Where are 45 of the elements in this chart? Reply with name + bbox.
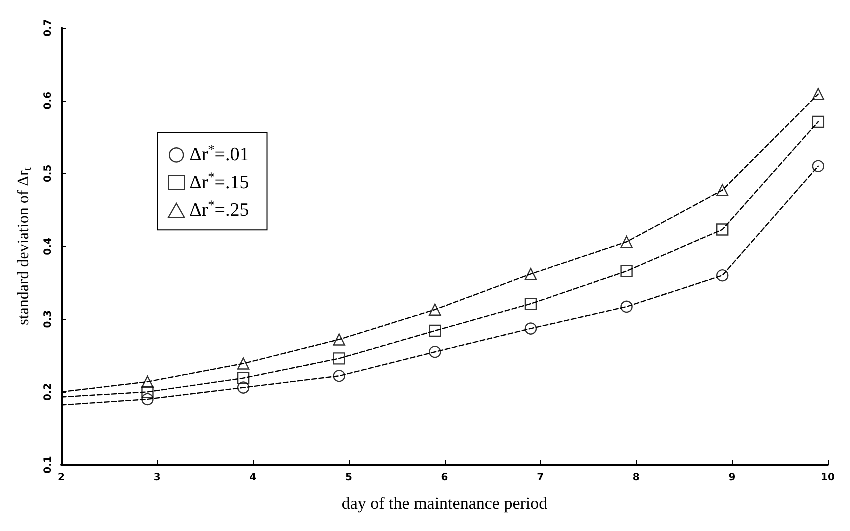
y-tick-label: 0.6 (43, 92, 54, 110)
point (237, 372, 250, 384)
y-tick-label: 0.1 (43, 456, 54, 474)
y-tick-label: 0.4 (43, 238, 54, 256)
point (716, 224, 729, 236)
point (429, 324, 442, 338)
point (524, 322, 538, 335)
x-tick-label: 9 (728, 472, 736, 484)
x-tick-label: 7 (537, 472, 544, 484)
point (524, 268, 538, 280)
y-tick-label: 0.5 (43, 164, 54, 183)
y-tick-label: 0.2 (43, 383, 54, 402)
point (716, 270, 729, 282)
x-tick-label: 2 (58, 472, 66, 484)
point (716, 184, 729, 197)
x-tick-label: 5 (345, 472, 352, 484)
x-tick-label: 6 (441, 472, 448, 484)
point (620, 236, 633, 248)
point (524, 298, 538, 310)
y-axis-title: standard deviation of Δrt (16, 166, 34, 326)
y-tick-label: 0.3 (43, 310, 54, 328)
point (333, 334, 346, 346)
x-tick-label: 10 (821, 472, 835, 484)
y-tick-label: 0.7 (43, 19, 54, 37)
x-tick-label: 4 (250, 472, 257, 484)
point (429, 304, 442, 316)
point (620, 265, 633, 278)
point (333, 370, 346, 382)
point (429, 346, 442, 358)
point (812, 116, 825, 128)
x-tick-label: 3 (154, 472, 161, 484)
point (812, 88, 825, 100)
point (142, 376, 154, 388)
point (333, 352, 346, 365)
point (237, 382, 250, 394)
legend-label: Δr*=.25 (190, 197, 250, 222)
legend-label: Δr*=.01 (190, 142, 250, 166)
point (142, 386, 154, 398)
legend-label: Δr*=.15 (190, 170, 250, 194)
point (620, 300, 633, 314)
x-tick-label: 8 (632, 472, 640, 484)
point (812, 160, 825, 172)
point (237, 358, 250, 370)
point (142, 393, 154, 406)
x-axis-title: day of the maintenance period (342, 494, 548, 513)
